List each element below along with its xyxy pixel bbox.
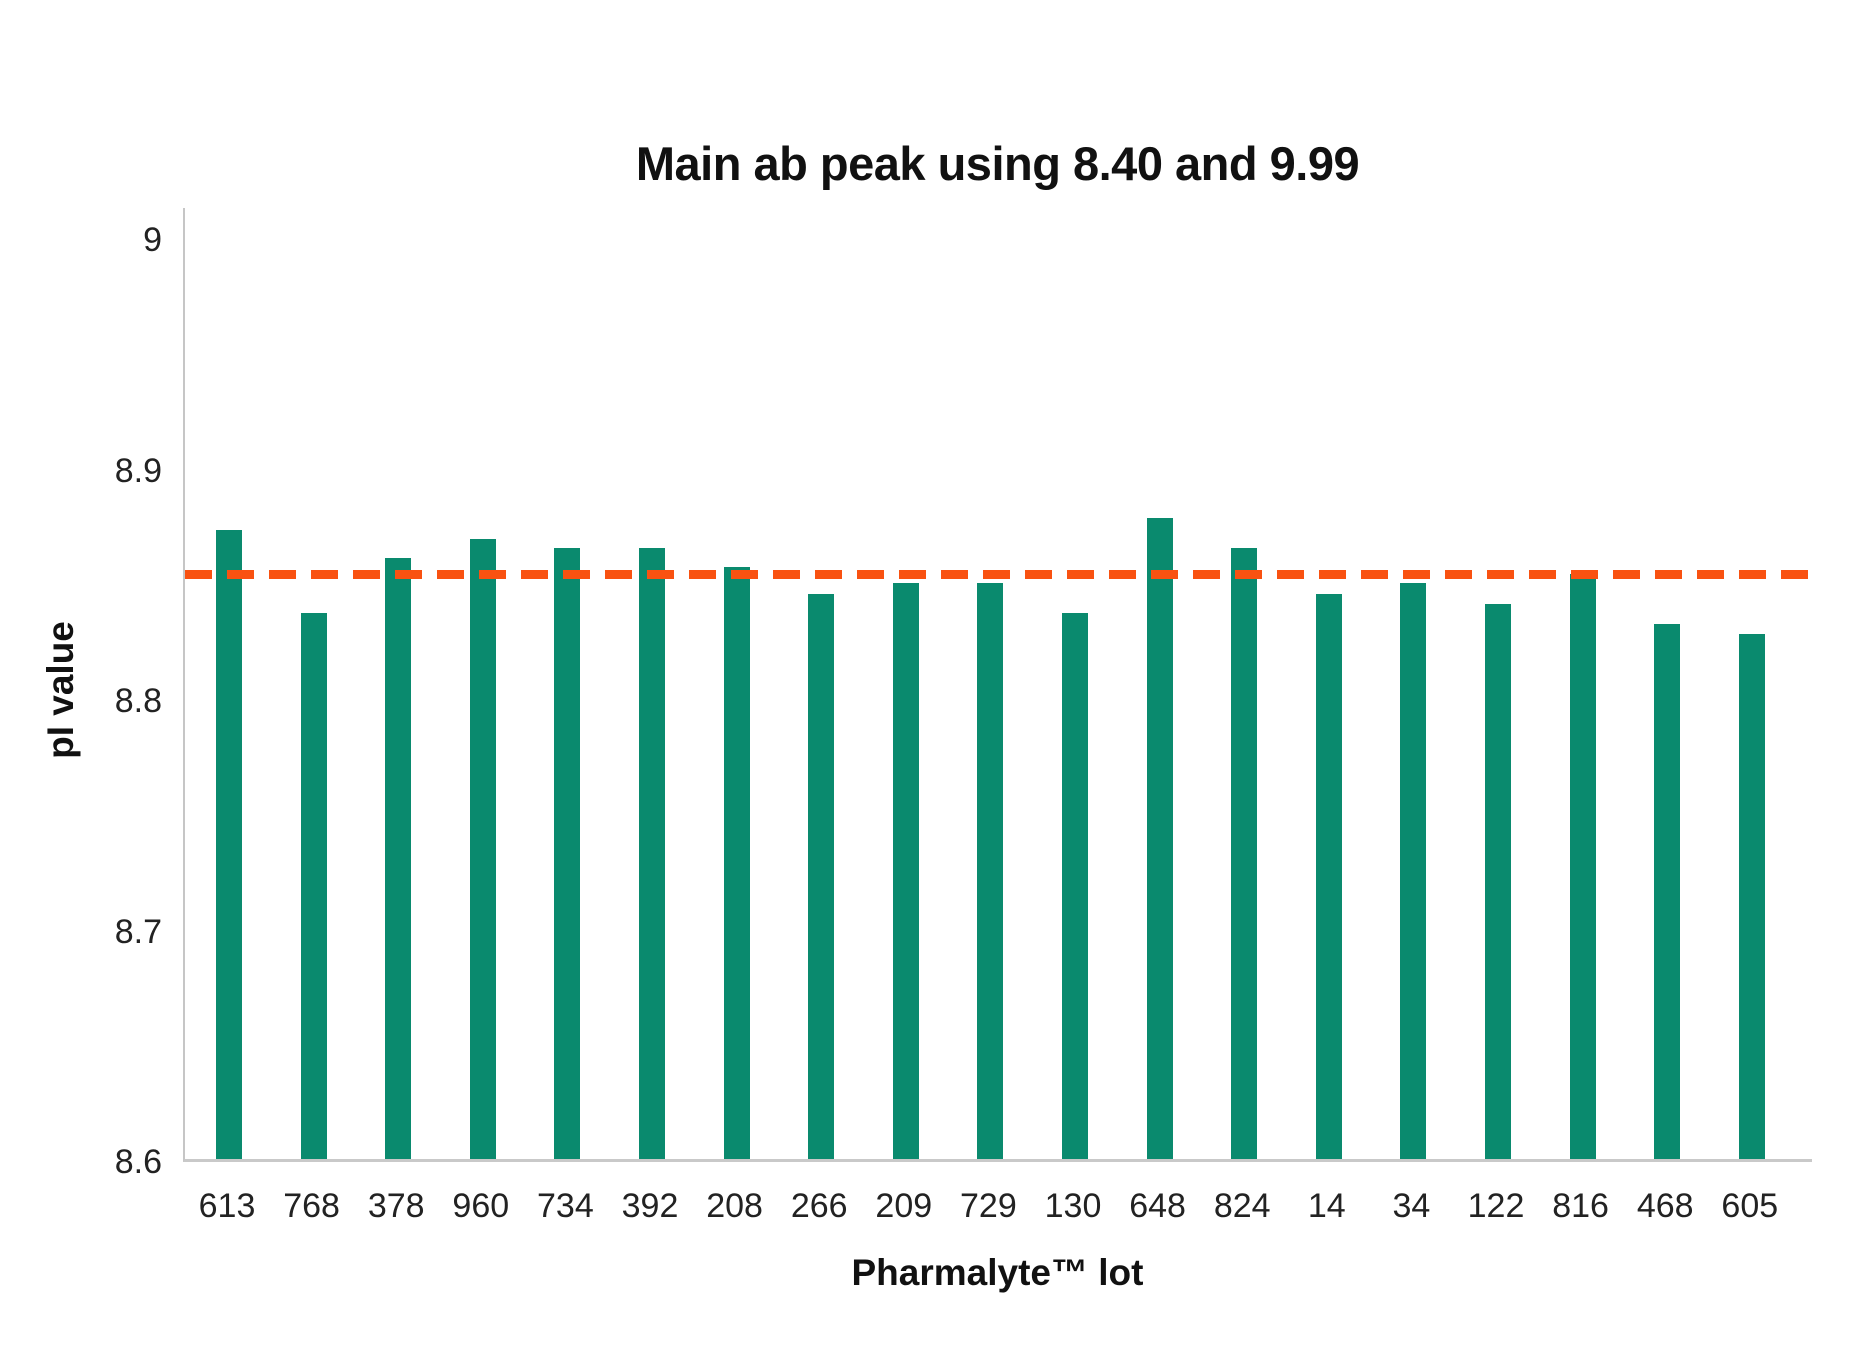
x-tick-label-130: 130: [1044, 1187, 1102, 1225]
x-tick-label-208: 208: [706, 1187, 763, 1225]
y-tick-label-9: 9: [143, 221, 162, 260]
y-tick-label-8.8: 8.8: [114, 682, 162, 721]
x-axis-title: Pharmalyte™ lot: [851, 1252, 1144, 1293]
x-tick-label-378: 378: [367, 1187, 425, 1225]
bar-lot-14: [1315, 594, 1342, 1159]
bar-lot-208: [723, 566, 750, 1159]
x-tick-label-468: 468: [1636, 1187, 1694, 1225]
bar-lot-392: [639, 548, 665, 1159]
chart-title: Main ab peak using 8.40 and 9.99: [635, 137, 1360, 190]
x-tick-label-729: 729: [960, 1187, 1017, 1225]
x-tick-label-209: 209: [875, 1187, 933, 1225]
x-tick-label-605: 605: [1721, 1187, 1779, 1225]
y-tick-label-8.7: 8.7: [114, 912, 162, 951]
y-tick-label-8.6: 8.6: [114, 1143, 162, 1181]
x-tick-label-768: 768: [283, 1187, 340, 1225]
bar-lot-824: [1231, 548, 1258, 1159]
x-tick-label-824: 824: [1213, 1187, 1271, 1225]
bar-lot-648: [1146, 518, 1173, 1159]
x-tick-label-14: 14: [1307, 1187, 1346, 1225]
bar-lot-122: [1485, 603, 1511, 1159]
bar-lot-266: [808, 594, 835, 1159]
bar-lot-960: [469, 539, 496, 1159]
x-tick-label-816: 816: [1552, 1187, 1609, 1225]
x-tick-label-34: 34: [1392, 1187, 1431, 1225]
x-tick-label-613: 613: [198, 1187, 256, 1225]
reference-line: [185, 569, 1811, 579]
x-tick-label-392: 392: [621, 1187, 679, 1225]
x-tick-label-266: 266: [790, 1187, 848, 1225]
bar-lot-605: [1738, 633, 1765, 1159]
y-tick-label-8.9: 8.9: [114, 451, 162, 490]
bar-lot-468: [1654, 624, 1681, 1159]
bar-lot-34: [1400, 582, 1427, 1159]
bar-lot-613: [216, 529, 242, 1159]
bar-lot-378: [385, 557, 412, 1159]
x-tick-label-648: 648: [1129, 1187, 1186, 1225]
bar-lot-816: [1569, 573, 1596, 1159]
bar-lot-209: [892, 582, 919, 1159]
bar-lot-734: [554, 548, 581, 1159]
x-tick-label-734: 734: [537, 1187, 594, 1225]
x-tick-label-960: 960: [452, 1187, 510, 1225]
bar-lot-130: [1062, 612, 1088, 1159]
bar-lot-768: [300, 612, 327, 1159]
y-axis-title: pI value: [40, 621, 81, 759]
plot-area: [183, 208, 1812, 1162]
bar-lot-729: [977, 582, 1004, 1159]
x-tick-label-122: 122: [1467, 1187, 1525, 1225]
